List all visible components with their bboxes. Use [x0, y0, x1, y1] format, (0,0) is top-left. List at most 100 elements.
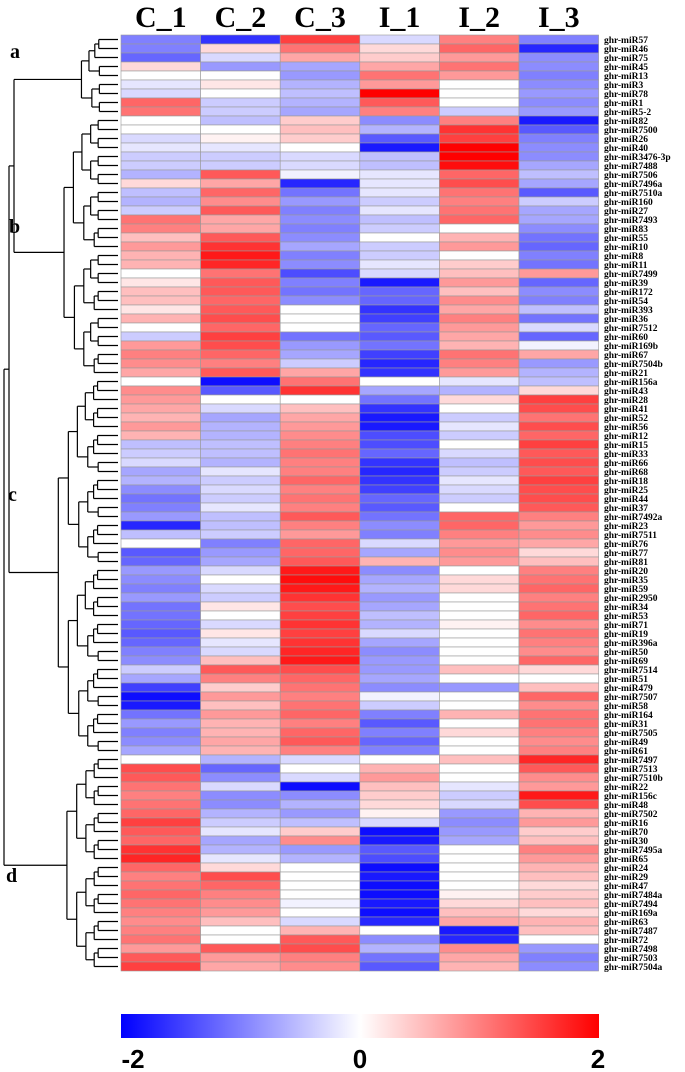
heatmap-cell: [200, 457, 281, 468]
heatmap-cell: [439, 853, 520, 864]
row-label: ghr-miR39: [604, 279, 648, 289]
heatmap-cell: [279, 196, 361, 207]
heatmap-cell: [359, 106, 440, 117]
heatmap-cell: [439, 691, 520, 702]
heatmap-cell: [200, 448, 281, 459]
heatmap-cell: [200, 412, 281, 423]
heatmap-cell: [120, 745, 201, 756]
heatmap-cell: [279, 826, 361, 837]
heatmap-cell: [200, 727, 281, 738]
heatmap-cell: [200, 61, 281, 72]
heatmap-cell: [200, 790, 281, 801]
heatmap-cell: [439, 574, 520, 585]
heatmap-cell: [439, 493, 520, 504]
heatmap-cell: [200, 277, 281, 288]
heatmap-cell: [120, 124, 201, 135]
heatmap-cell: [120, 241, 201, 252]
heatmap-cell: [359, 718, 440, 729]
heatmap-cell: [200, 718, 281, 729]
heatmap-cell: [279, 799, 361, 810]
heatmap-cell: [359, 277, 440, 288]
heatmap-cell: [279, 187, 361, 198]
heatmap-cell: [359, 925, 440, 936]
heatmap-cell: [279, 250, 361, 261]
heatmap-cell: [439, 295, 520, 306]
heatmap-cell: [120, 457, 201, 468]
heatmap-cell: [279, 394, 361, 405]
row-label: ghr-miR396a: [604, 639, 658, 649]
heatmap-cell: [279, 97, 361, 108]
heatmap-cell: [279, 529, 361, 540]
heatmap-cell: [439, 475, 520, 486]
heatmap-cell: [279, 916, 361, 927]
heatmap-cell: [518, 115, 599, 126]
row-label: ghr-miR51: [604, 675, 648, 685]
heatmap-cell: [279, 745, 361, 756]
heatmap-cell: [439, 763, 520, 774]
heatmap-cell: [200, 358, 281, 369]
heatmap-cell: [279, 583, 361, 594]
heatmap-cell: [120, 520, 201, 531]
heatmap-cell: [518, 574, 599, 585]
row-label: ghr-miR77: [604, 549, 648, 559]
heatmap-cell: [518, 745, 599, 756]
row-label: ghr-miR7500: [604, 126, 658, 136]
row-label: ghr-miR10: [604, 243, 648, 253]
heatmap-cell: [200, 466, 281, 477]
heatmap-cell: [518, 52, 599, 63]
heatmap-cell: [359, 826, 440, 837]
heatmap-cell: [200, 79, 281, 90]
heatmap-cell: [279, 646, 361, 657]
row-label: ghr-miR70: [604, 828, 648, 838]
heatmap-cell: [120, 718, 201, 729]
heatmap-cell: [200, 295, 281, 306]
heatmap-cell: [120, 853, 201, 864]
heatmap-cell: [439, 646, 520, 657]
heatmap-cell: [120, 781, 201, 792]
row-label: ghr-miR29: [604, 873, 648, 883]
heatmap-cell: [359, 88, 440, 99]
heatmap-cell: [279, 457, 361, 468]
heatmap-cell: [359, 961, 440, 972]
heatmap-cell: [279, 142, 361, 153]
row-label: ghr-miR61: [604, 747, 648, 757]
heatmap-cell: [120, 601, 201, 612]
heatmap-cell: [439, 358, 520, 369]
heatmap-cell: [200, 187, 281, 198]
heatmap-cell: [200, 232, 281, 243]
row-label: ghr-miR7499: [604, 270, 658, 280]
heatmap-cell: [359, 610, 440, 621]
heatmap-cell: [120, 484, 201, 495]
heatmap-cell: [518, 736, 599, 747]
row-label: ghr-miR172: [604, 288, 653, 298]
heatmap-cell: [518, 367, 599, 378]
heatmap-cell: [518, 529, 599, 540]
heatmap-cell: [279, 853, 361, 864]
heatmap-cell: [200, 178, 281, 189]
heatmap-cell: [518, 628, 599, 639]
heatmap-cell: [439, 709, 520, 720]
heatmap-cell: [359, 601, 440, 612]
heatmap-cell: [439, 151, 520, 162]
heatmap-cell: [439, 214, 520, 225]
row-label: ghr-miR5-2: [604, 108, 651, 118]
row-label: ghr-miR7513: [604, 765, 658, 775]
heatmap-cell: [359, 520, 440, 531]
heatmap-cell: [518, 925, 599, 936]
heatmap-cell: [359, 754, 440, 765]
heatmap-cell: [200, 223, 281, 234]
heatmap-cell: [120, 682, 201, 693]
heatmap-cell: [279, 502, 361, 513]
heatmap-cell: [359, 241, 440, 252]
heatmap-cell: [279, 547, 361, 558]
color-scale-bar: [121, 1014, 599, 1038]
heatmap-cell: [518, 376, 599, 387]
heatmap-cell: [120, 538, 201, 549]
heatmap-cell: [439, 304, 520, 315]
heatmap-cell: [439, 421, 520, 432]
row-label: ghr-miR34: [604, 603, 648, 613]
heatmap-cell: [279, 709, 361, 720]
heatmap-cell: [439, 484, 520, 495]
heatmap-cell: [518, 88, 599, 99]
heatmap-cell: [518, 799, 599, 810]
